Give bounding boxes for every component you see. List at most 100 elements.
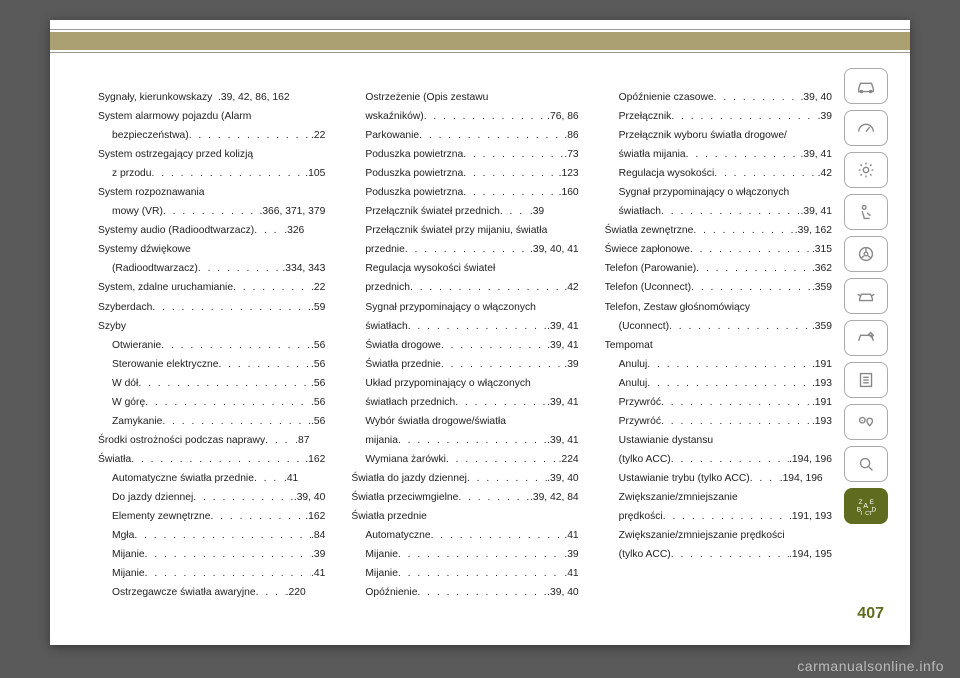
index-entry: przednich.42: [351, 278, 578, 297]
index-entry-pages: .39, 40, 41: [530, 240, 579, 259]
leader-dots: [254, 221, 284, 240]
index-entry-pages: .160: [559, 183, 579, 202]
index-entry-label: Układ przypominający o włączonych: [365, 374, 530, 393]
index-entry: System rozpoznawania: [98, 183, 325, 202]
leader-dots: [691, 278, 812, 297]
leader-dots: [410, 278, 564, 297]
leader-dots: [441, 355, 564, 374]
index-entry-label: Tempomat: [605, 336, 653, 355]
leader-dots: [669, 317, 812, 336]
index-entry-label: mijania: [365, 431, 398, 450]
leader-dots: [145, 545, 311, 564]
leader-dots: [671, 450, 789, 469]
index-entry-label: Mijanie: [365, 564, 398, 583]
tab-wheel-icon[interactable]: [844, 236, 888, 272]
index-entry: światłach.39, 41: [605, 202, 832, 221]
index-entry-label: światła mijania: [619, 145, 686, 164]
index-entry: Mijanie.39: [351, 545, 578, 564]
index-entry-label: światłach: [619, 202, 661, 221]
index-entry-pages: .39, 41: [800, 145, 832, 164]
tab-index-icon[interactable]: ZEBDAICT: [844, 488, 888, 524]
index-entry: Opóźnienie.39, 40: [351, 583, 578, 602]
page-number: 407: [857, 605, 884, 623]
index-entry-pages: .366, 371, 379: [259, 202, 325, 221]
index-entry-label: Telefon, Zestaw głośnomówiący: [605, 298, 750, 317]
leader-dots: [463, 145, 564, 164]
index-entry-pages: .191, 193: [789, 507, 832, 526]
leader-dots: [686, 145, 801, 164]
tab-car-alert-icon[interactable]: [844, 278, 888, 314]
index-entry: Mijanie.41: [98, 564, 325, 583]
index-entry-label: Anuluj: [619, 355, 648, 374]
index-entry: Ustawianie trybu (tylko ACC).194, 196: [605, 469, 832, 488]
leader-dots: [131, 450, 305, 469]
index-entry: Otwieranie.56: [98, 336, 325, 355]
index-entry-label: Przełącznik świateł przy mijaniu, światł…: [365, 221, 547, 240]
index-entry-pages: .39, 162: [795, 221, 832, 240]
tab-list-icon[interactable]: [844, 362, 888, 398]
index-entry: Światła zewnętrzne .39, 162: [605, 221, 832, 240]
leader-dots: [714, 164, 817, 183]
index-entry-label: Szyberdach: [98, 298, 152, 317]
tab-search-icon[interactable]: [844, 446, 888, 482]
index-entry-label: Światła do jazdy dziennej: [351, 469, 467, 488]
index-entry-label: Światła przeciwmgielne: [351, 488, 458, 507]
tab-wrench-icon[interactable]: [844, 320, 888, 356]
leader-dots: [661, 412, 812, 431]
index-entry-label: W górę: [112, 393, 145, 412]
index-entry-pages: .220: [286, 583, 306, 602]
leader-dots: [265, 431, 295, 450]
index-entry-label: Telefon (Uconnect): [605, 278, 691, 297]
leader-dots: [647, 374, 812, 393]
index-entry-label: Światła zewnętrzne: [605, 221, 694, 240]
index-entry-pages: .39: [818, 107, 832, 126]
index-entry-pages: .326: [284, 221, 304, 240]
leader-dots: [198, 259, 283, 278]
index-entry-pages: .191: [812, 355, 832, 374]
tab-gauge-icon[interactable]: [844, 110, 888, 146]
index-entry: (tylko ACC) .194, 195: [605, 545, 832, 564]
leader-dots: [671, 545, 789, 564]
tab-sun-icon[interactable]: [844, 152, 888, 188]
tab-nav-icon[interactable]: [844, 404, 888, 440]
index-entry-label: przednich: [365, 278, 410, 297]
leader-dots: [405, 240, 530, 259]
index-entry-label: System rozpoznawania: [98, 183, 204, 202]
leader-dots: [647, 355, 812, 374]
index-entry: Opóźnienie czasowe.39, 40: [605, 88, 832, 107]
index-entry-pages: .315: [812, 240, 832, 259]
index-entry-label: Przełącznik świateł przednich: [365, 202, 500, 221]
index-entry-pages: .56: [311, 355, 325, 374]
leader-dots: [431, 526, 565, 545]
index-entry: Światła.162: [98, 450, 325, 469]
tab-car-icon[interactable]: [844, 68, 888, 104]
index-entry-label: Do jazdy dziennej: [112, 488, 193, 507]
index-entry-label: światłach przednich: [365, 393, 455, 412]
index-entry-pages: .22: [311, 278, 325, 297]
index-entry-label: (tylko ACC): [619, 545, 671, 564]
index-entry: Wybór światła drogowe/światła: [351, 412, 578, 431]
index-entry-label: Sygnał przypominający o włączonych: [365, 298, 536, 317]
index-entry-pages: .56: [311, 412, 325, 431]
index-entry: Tempomat: [605, 336, 832, 355]
tab-seat-icon[interactable]: [844, 194, 888, 230]
index-entry: Automatyczne.41: [351, 526, 578, 545]
index-entry-label: bezpieczeństwa): [112, 126, 189, 145]
index-entry: z przodu.105: [98, 164, 325, 183]
svg-text:E: E: [870, 499, 874, 506]
index-entry-pages: .162: [305, 450, 325, 469]
index-entry: Poduszka powietrzna.123: [351, 164, 578, 183]
index-entry: Światła przednie: [351, 507, 578, 526]
index-entry: Wymiana żarówki.224: [351, 450, 578, 469]
index-entry-pages: .39: [564, 355, 578, 374]
watermark: carmanualsonline.info: [797, 658, 944, 674]
index-entry-pages: .39, 42, 84: [530, 488, 579, 507]
index-entry-pages: .39, 40: [800, 88, 832, 107]
index-entry-label: Ustawianie trybu (tylko ACC): [619, 469, 750, 488]
index-entry-pages: .84: [311, 526, 325, 545]
index-entry-pages: .194, 195: [789, 545, 832, 564]
index-entry-label: Ustawianie dystansu: [619, 431, 713, 450]
index-entry: Świece zapłonowe.315: [605, 240, 832, 259]
index-entry: Mijanie.39: [98, 545, 325, 564]
index-entry: Mgła.84: [98, 526, 325, 545]
